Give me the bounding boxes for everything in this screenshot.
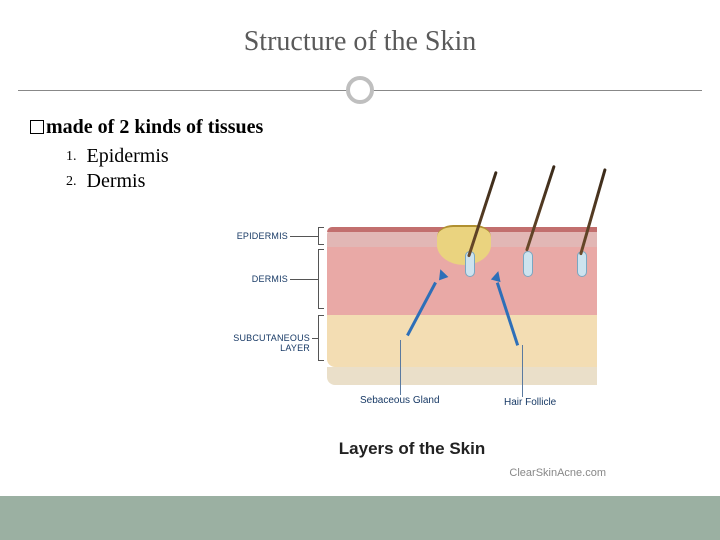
base-layer (327, 367, 597, 385)
slide: Structure of the Skin made of 2 kinds of… (0, 0, 720, 540)
diagram-caption: Layers of the Skin (212, 439, 612, 459)
skin-diagram: EPIDERMIS DERMIS SUBCUTANEOUS LAYER Seba… (212, 205, 612, 485)
leader-line (400, 340, 401, 395)
leader-line (312, 338, 318, 339)
list-number: 2. (66, 174, 77, 189)
hair-follicle-shape (523, 251, 533, 277)
square-bullet-icon (30, 120, 44, 134)
hair-follicle-shape (577, 251, 587, 277)
list-number: 1. (66, 149, 77, 164)
title-divider (0, 76, 720, 106)
numbered-list: 1. Epidermis 2. Dermis (30, 145, 690, 193)
list-text: Epidermis (87, 145, 169, 167)
label-dermis: DERMIS (208, 274, 288, 284)
leader-line (290, 236, 318, 237)
bullet-text: made of 2 kinds of tissues (46, 116, 263, 138)
leader-line (290, 279, 318, 280)
list-text: Dermis (87, 170, 146, 192)
slide-title: Structure of the Skin (0, 0, 720, 58)
divider-circle-icon (346, 76, 374, 104)
bracket-icon (318, 249, 324, 309)
callout-sebaceous: Sebaceous Gland (360, 395, 440, 406)
sebaceous-gland-shape (437, 225, 491, 265)
list-item: 1. Epidermis (66, 145, 690, 168)
bracket-icon (318, 315, 324, 361)
label-epidermis: EPIDERMIS (208, 231, 288, 241)
leader-line (522, 345, 523, 397)
diagram-source: ClearSkinAcne.com (509, 467, 606, 479)
content-area: made of 2 kinds of tissues 1. Epidermis 2… (0, 106, 720, 193)
label-subcutaneous: SUBCUTANEOUS LAYER (202, 333, 310, 353)
skin-cross-section (327, 227, 597, 387)
footer-bar (0, 496, 720, 540)
bracket-icon (318, 227, 324, 245)
list-item: 2. Dermis (66, 170, 690, 193)
callout-follicle: Hair Follicle (504, 397, 556, 408)
subcutaneous-layer (327, 315, 597, 367)
bullet-heading: made of 2 kinds of tissues (30, 116, 690, 139)
